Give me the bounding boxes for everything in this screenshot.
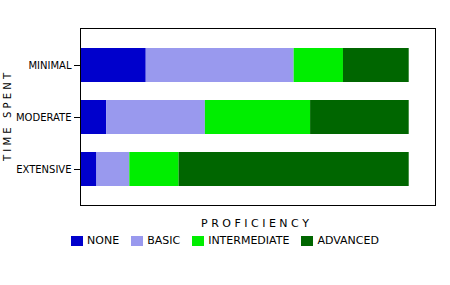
html-text:ADVANCED: ADVANCED <box>317 234 379 247</box>
svg-text:MODERATE: MODERATE <box>16 112 72 123</box>
svg-text:EXTENSIVE: EXTENSIVE <box>16 164 71 175</box>
svg-text:MINIMAL: MINIMAL <box>28 60 71 71</box>
svg-text:T I M E S P E N T: T I M E S P E N T <box>2 72 13 162</box>
html-text:INTERMEDIATE: INTERMEDIATE <box>208 234 290 247</box>
html-text:BASIC: BASIC <box>147 234 181 247</box>
html-text:P R O F I C I E N C Y: P R O F I C I E N C Y <box>201 217 309 230</box>
html-text:NONE: NONE <box>87 234 120 247</box>
